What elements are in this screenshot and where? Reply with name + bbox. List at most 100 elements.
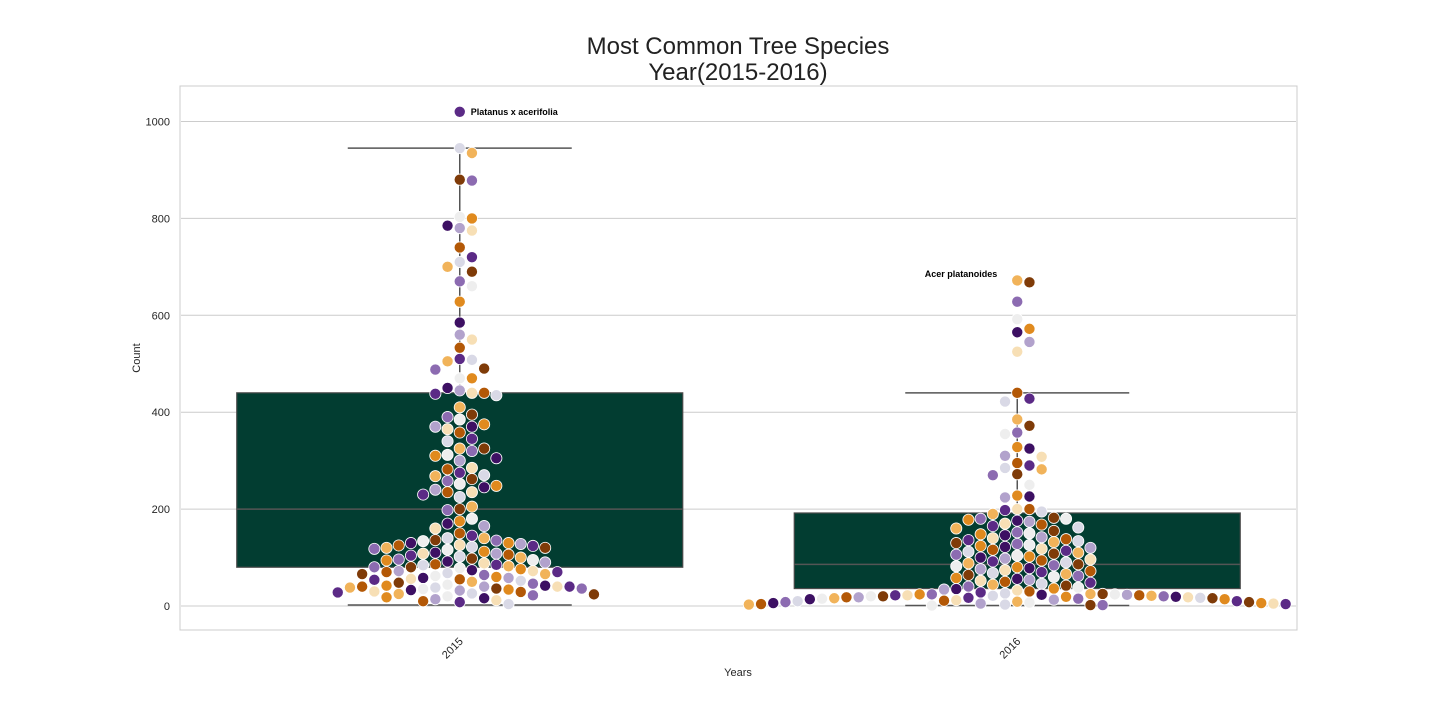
data-point [986,469,999,482]
data-point [974,551,987,564]
data-point [1023,392,1036,405]
data-point [999,461,1012,474]
data-point [962,580,975,593]
data-point [974,574,987,587]
data-point [999,504,1012,517]
data-point [526,565,539,578]
data-point [465,372,478,385]
data-point [1011,537,1024,550]
data-point [1121,588,1134,601]
data-point [938,583,951,596]
data-point [1072,558,1085,571]
data-point [441,423,454,436]
data-point [490,558,503,571]
data-point [478,481,491,494]
data-point [986,589,999,602]
data-point [441,543,454,556]
data-point [950,571,963,584]
y-tick-label: 600 [152,310,170,322]
data-point [441,474,454,487]
data-point [453,142,466,155]
data-point [453,222,466,235]
data-point [465,512,478,525]
data-point [1072,592,1085,605]
data-point [465,408,478,421]
data-point [950,548,963,561]
data-point [380,566,393,579]
data-point [478,592,491,605]
data-point [429,363,442,376]
data-point [962,591,975,604]
data-point [1072,581,1085,594]
data-point [417,583,430,596]
data-point [779,596,792,609]
data-point [539,541,552,554]
data-point [974,528,987,541]
data-point [478,545,491,558]
data-point [417,488,430,501]
data-point [986,507,999,520]
data-point [478,580,491,593]
data-point [453,352,466,365]
data-point [465,251,478,264]
data-point [889,589,902,602]
data-point [441,532,454,545]
data-point [1011,345,1024,358]
data-point [453,328,466,341]
data-point [1011,489,1024,502]
data-point [1011,426,1024,439]
data-point [1023,322,1036,335]
data-point [453,275,466,288]
data-point [974,563,987,576]
data-point [441,219,454,232]
data-point [429,581,442,594]
data-point [441,578,454,591]
data-point [1011,549,1024,562]
data-point [343,581,356,594]
data-point [1023,515,1036,528]
data-point [1023,527,1036,540]
annotation-layer: Platanus x acerifolia Acer platanoides [471,107,998,279]
data-point [1011,386,1024,399]
data-point [441,411,454,424]
data-point [502,548,515,561]
data-point [417,535,430,548]
data-point [429,558,442,571]
data-point [453,372,466,385]
data-point [441,260,454,273]
data-point [453,384,466,397]
data-point [1047,593,1060,606]
data-point [526,589,539,602]
data-point [429,449,442,462]
annotation-label: Platanus x acerifolia [471,107,559,117]
data-point [1011,295,1024,308]
data-point [999,540,1012,553]
data-point [453,442,466,455]
data-point [368,585,381,598]
data-point [962,568,975,581]
data-point [1060,556,1073,569]
data-point [877,590,890,603]
data-point [1023,538,1036,551]
data-point [331,586,344,599]
data-point [392,576,405,589]
data-point [417,559,430,572]
data-point [1011,274,1024,287]
data-point [478,568,491,581]
data-point [368,542,381,555]
data-point [840,591,853,604]
data-point [974,586,987,599]
data-point [1023,276,1036,289]
data-point [441,463,454,476]
y-tick-label: 800 [152,213,170,225]
data-point [901,589,914,602]
data-point [1011,326,1024,339]
data-point [453,596,466,609]
data-point [755,598,768,611]
data-point [1011,503,1024,516]
data-point [453,503,466,516]
y-tick-label: 400 [152,407,170,419]
y-axis-label: Count [131,343,143,372]
data-point [913,588,926,601]
